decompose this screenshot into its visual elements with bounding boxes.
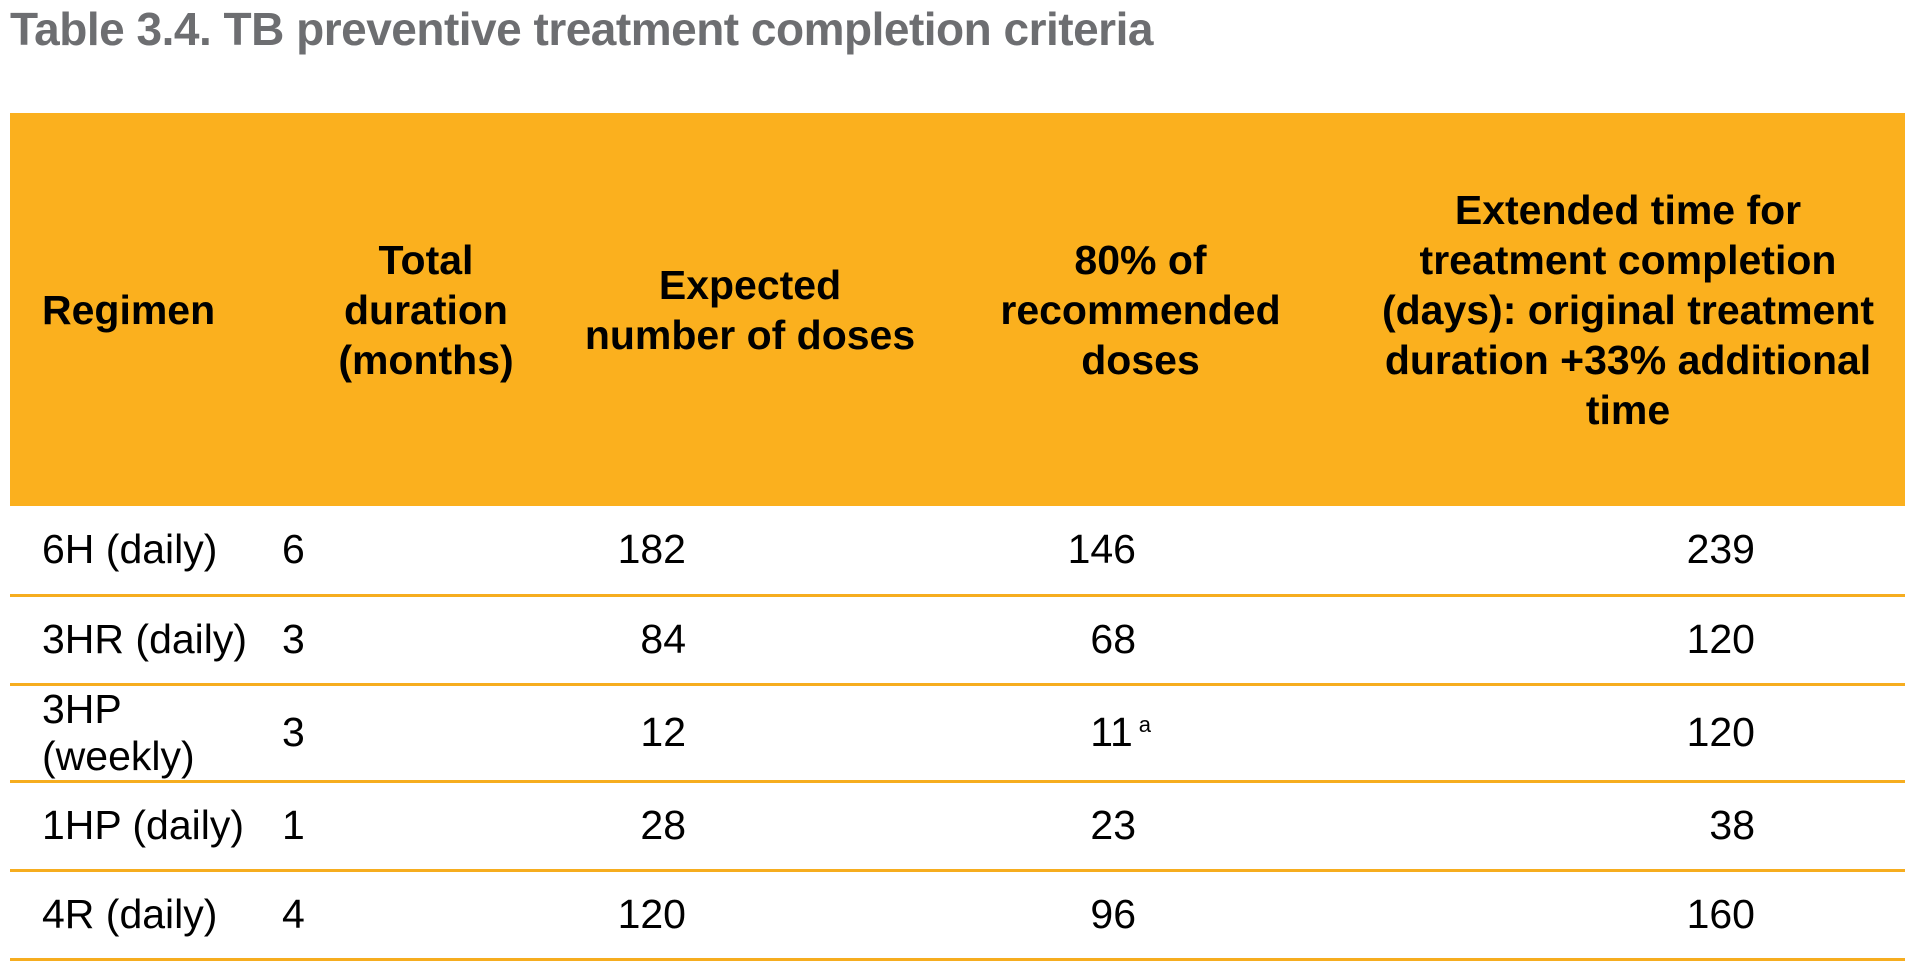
header-total-duration: Total duration (months) (338, 236, 514, 383)
regimen-cell: 3HP (weekly) (42, 685, 195, 779)
eighty-percent-cell: 11 a (930, 684, 1351, 781)
expected-doses-cell: 120 (617, 891, 686, 937)
extended-time-cell: 38 (1709, 802, 1755, 848)
expected-doses-cell: 182 (617, 526, 686, 573)
table-title: Table 3.4. TB preventive treatment compl… (10, 3, 1153, 55)
regimen-cell: 6H (daily) (42, 526, 218, 573)
expected-doses-cell: 28 (640, 802, 686, 848)
extended-time-cell: 239 (1686, 526, 1755, 573)
eighty-percent-cell: 96 (930, 870, 1351, 959)
regimen-cell: 3HR (daily) (42, 616, 248, 662)
footnote-marker: a (1138, 712, 1151, 737)
eighty-percent-cell: 146 (930, 506, 1351, 595)
duration-cell: 1 (282, 802, 305, 848)
extended-time-cell: 120 (1686, 709, 1755, 755)
extended-time-cell: 120 (1686, 616, 1755, 662)
eighty-percent-cell: 68 (930, 595, 1351, 684)
eighty-percent-value: 11 (1090, 709, 1133, 755)
eighty-percent-value: 68 (1090, 616, 1136, 662)
expected-doses-cell: 84 (640, 616, 686, 662)
duration-cell: 3 (282, 709, 305, 755)
header-eighty-percent-doses: 80% of recommended doses (1000, 236, 1281, 383)
completion-criteria-table: Regimen Total duration (months) Expected… (10, 113, 1905, 961)
header-regimen: Regimen (42, 286, 216, 333)
extended-time-cell: 160 (1686, 891, 1755, 937)
eighty-percent-cell: 23 (930, 781, 1351, 870)
duration-cell: 3 (282, 616, 305, 662)
header-row: Regimen Total duration (months) Expected… (10, 113, 1905, 506)
header-expected-doses: Expected number of doses (584, 261, 916, 358)
table-row: 1HP (daily) 1 28 23 38 (10, 781, 1905, 870)
table-row: 4R (daily) 4 120 96 160 (10, 870, 1905, 959)
eighty-percent-value: 146 (1067, 526, 1136, 573)
regimen-cell: 4R (daily) (42, 891, 218, 937)
eighty-percent-value: 96 (1090, 891, 1136, 937)
table-row: 3HP (weekly) 3 12 11 a 120 (10, 684, 1905, 781)
duration-cell: 4 (282, 891, 305, 937)
header-extended-time: Extended time for treatment completion (… (1381, 186, 1875, 433)
duration-cell: 6 (282, 526, 305, 573)
table-row: 3HR (daily) 3 84 68 120 (10, 595, 1905, 684)
regimen-cell: 1HP (daily) (42, 802, 245, 848)
eighty-percent-value: 23 (1090, 802, 1136, 848)
expected-doses-cell: 12 (640, 709, 686, 755)
table-row: 6H (daily) 6 182 146 239 (10, 506, 1905, 595)
